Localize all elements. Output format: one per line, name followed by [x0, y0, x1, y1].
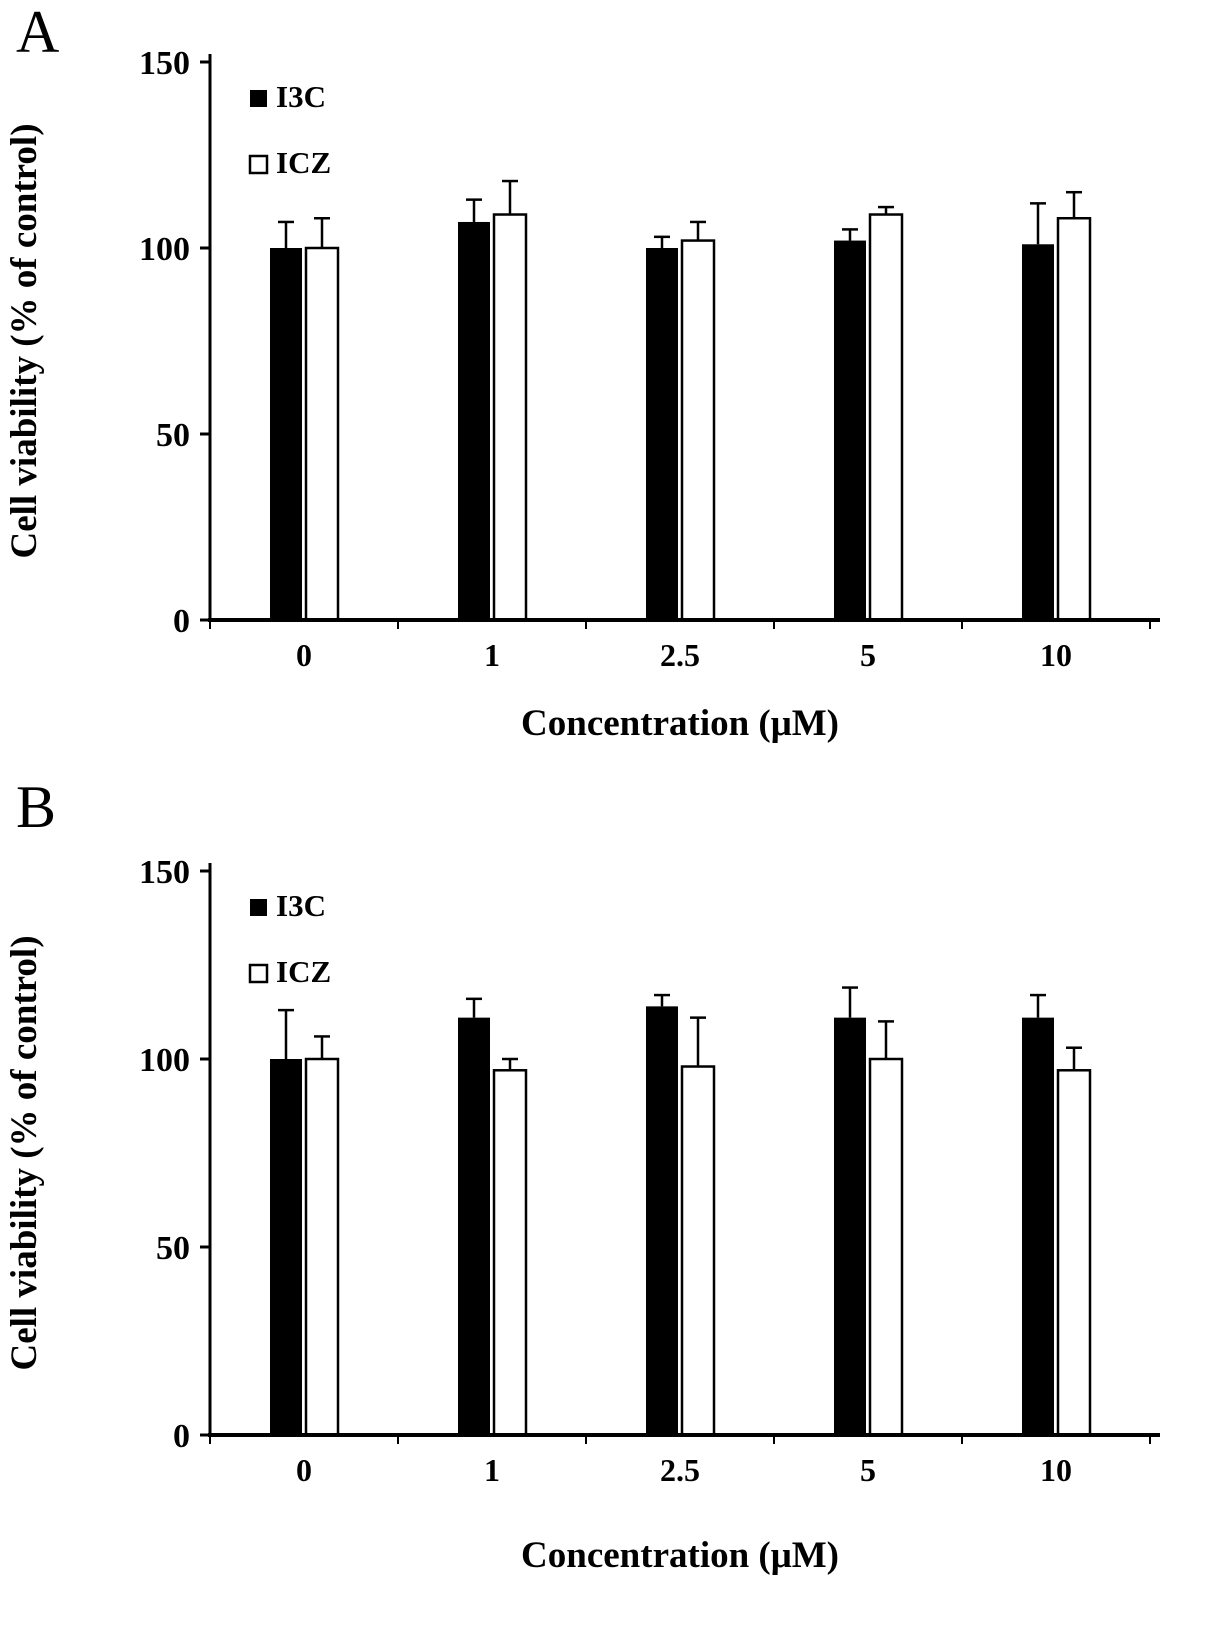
y-tick-label: 150	[139, 854, 190, 891]
bar-i3c-2.5	[646, 248, 678, 620]
x-tick-label: 10	[1040, 637, 1072, 673]
legend-label-icz: ICZ	[276, 145, 331, 180]
panel-a-chart: 150 100 50 0 0 1 2.5 5 10 I3C ICZ Concentration (μM…	[4, 45, 1160, 744]
legend-label-i3c: I3C	[276, 888, 326, 923]
bar-icz-5	[868, 1057, 904, 1437]
x-tick-label: 5	[860, 637, 876, 673]
y-tick-label: 100	[139, 231, 190, 268]
bar-icz-1	[492, 213, 528, 622]
y-tick-label: 0	[173, 603, 190, 640]
x-tick-label: 0	[296, 637, 312, 673]
x-tick-label: 2.5	[660, 637, 700, 673]
bar-icz-0	[304, 246, 340, 622]
y-tick-label: 150	[139, 45, 190, 82]
y-tick-label: 50	[156, 417, 190, 454]
bar-i3c-0	[270, 248, 302, 620]
legend-swatch-icz	[248, 963, 269, 984]
legend-swatch-i3c	[250, 90, 267, 107]
bar-icz-2.5	[680, 239, 716, 622]
bar-i3c-2.5	[646, 1006, 678, 1435]
legend-swatch-icz	[248, 154, 269, 175]
y-tick-label: 0	[173, 1418, 190, 1455]
x-axis-title: Concentration (μM)	[521, 1535, 839, 1576]
bar-i3c-0	[270, 1059, 302, 1435]
x-tick-label: 2.5	[660, 1452, 700, 1488]
panel-a-label: A	[16, 0, 60, 65]
x-tick-label: 10	[1040, 1452, 1072, 1488]
bar-icz-2.5	[680, 1065, 716, 1437]
panel-a: 150 100 50 0 0 1 2.5 5 10 I3C ICZ Concentration (μM…	[0, 0, 1205, 775]
bar-i3c-5	[834, 240, 866, 620]
panel-b-label: B	[16, 774, 57, 840]
legend-swatch-i3c	[250, 899, 267, 916]
bar-icz-5	[868, 213, 904, 622]
legend-label-i3c: I3C	[276, 79, 326, 114]
x-tick-label: 1	[484, 637, 500, 673]
bar-icz-10	[1056, 1069, 1092, 1437]
bar-icz-0	[304, 1057, 340, 1437]
panel-b-chart: 150 100 50 0 0 1 2.5 5 10 I3C ICZ Concentration (μM…	[4, 854, 1160, 1576]
bar-i3c-10	[1022, 244, 1054, 620]
bar-i3c-10	[1022, 1017, 1054, 1435]
bar-i3c-1	[458, 1017, 490, 1435]
x-tick-label: 0	[296, 1452, 312, 1488]
x-axis-title: Concentration (μM)	[521, 703, 839, 744]
y-tick-label: 50	[156, 1230, 190, 1267]
legend-label-icz: ICZ	[276, 954, 331, 989]
bar-icz-1	[492, 1069, 528, 1437]
y-axis-title: Cell viability (% of control)	[4, 935, 45, 1370]
x-tick-label: 1	[484, 1452, 500, 1488]
y-tick-label: 100	[139, 1042, 190, 1079]
x-tick-label: 5	[860, 1452, 876, 1488]
bar-i3c-1	[458, 221, 490, 620]
bar-i3c-5	[834, 1017, 866, 1435]
panel-b: 150 100 50 0 0 1 2.5 5 10 I3C ICZ Concentration (μM…	[0, 775, 1205, 1626]
y-axis-title: Cell viability (% of control)	[4, 123, 45, 558]
bar-icz-10	[1056, 216, 1092, 622]
